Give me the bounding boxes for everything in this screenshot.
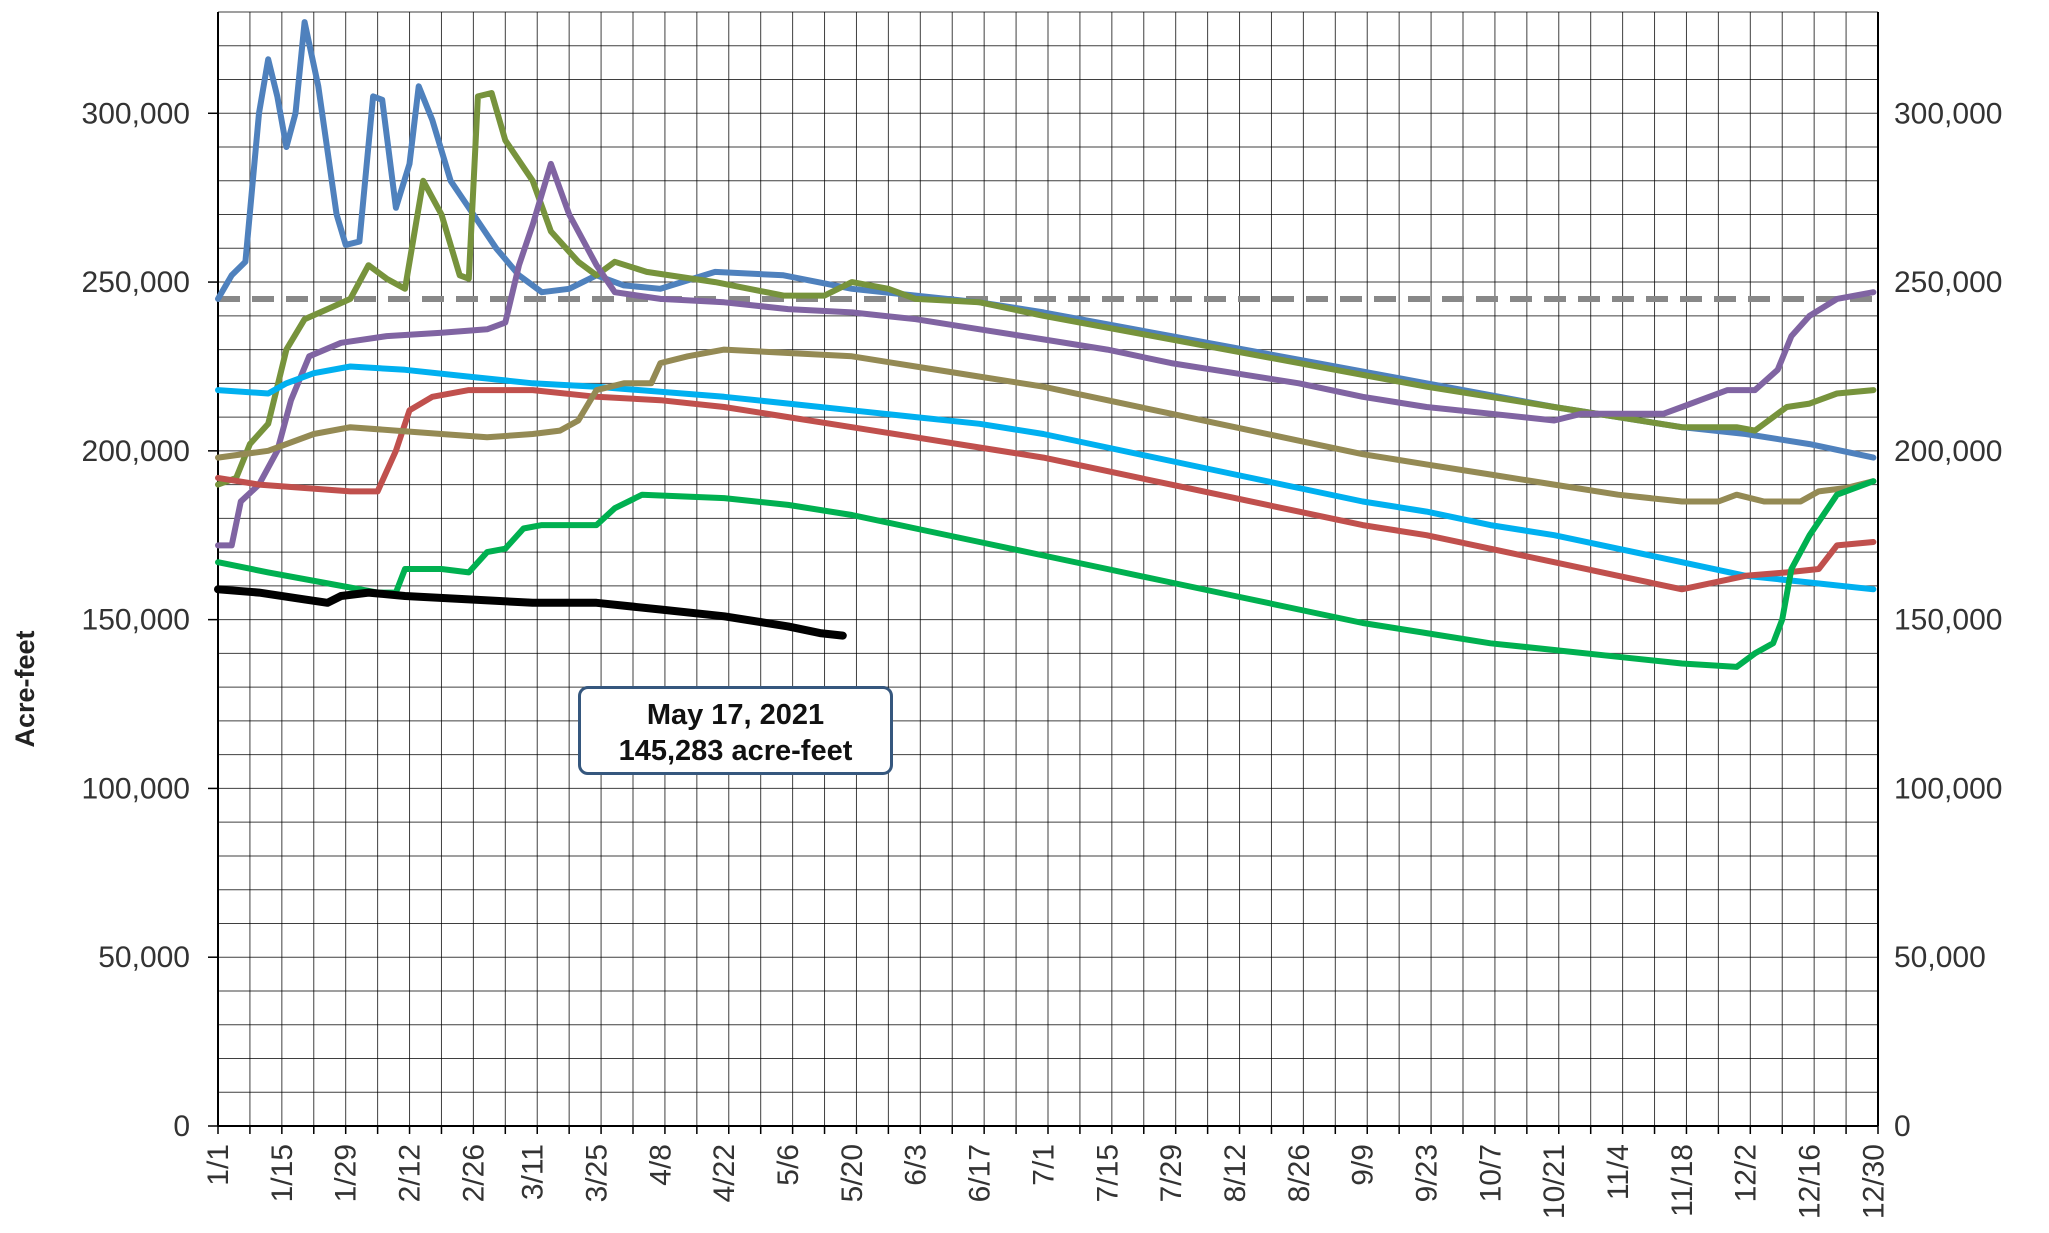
series-line-6 xyxy=(215,346,1877,505)
y-tick-label-left: 200,000 xyxy=(82,435,190,468)
y-tick-label-right: 300,000 xyxy=(1894,97,2002,130)
x-tick-label: 1/15 xyxy=(266,1144,299,1202)
y-tick-label-left: 150,000 xyxy=(82,604,190,637)
x-tick-label: 4/22 xyxy=(708,1144,741,1202)
y-tick-label-right: 50,000 xyxy=(1894,941,1986,974)
y-tick-label-left: 250,000 xyxy=(82,266,190,299)
series-line-2 xyxy=(215,90,1877,488)
x-tick-label: 7/1 xyxy=(1027,1144,1060,1186)
annotation-value: 145,283 acre-feet xyxy=(618,735,853,767)
x-tick-label: 10/7 xyxy=(1474,1144,1507,1202)
x-tick-label: 5/20 xyxy=(836,1144,869,1202)
x-tick-label: 10/21 xyxy=(1538,1144,1571,1219)
x-tick-label: 11/18 xyxy=(1666,1144,1699,1217)
x-tick-label: 11/4 xyxy=(1602,1144,1635,1200)
series-group xyxy=(214,19,1878,670)
x-tick-label: 3/25 xyxy=(581,1144,614,1202)
x-tick-label: 12/30 xyxy=(1857,1144,1890,1219)
series-line-3 xyxy=(215,160,1877,549)
x-tick-label: 5/6 xyxy=(772,1144,805,1186)
y-tick-label-right: 150,000 xyxy=(1894,604,2002,637)
x-tick-label: 12/16 xyxy=(1794,1144,1827,1219)
y-tick-label-left: 50,000 xyxy=(98,941,190,974)
series-line-1 xyxy=(215,19,1877,461)
y-tick-label-left: 300,000 xyxy=(82,97,190,130)
y-tick-label-right: 250,000 xyxy=(1894,266,2002,299)
x-tick-label: 6/17 xyxy=(964,1144,997,1202)
y-tick-label-right: 100,000 xyxy=(1894,772,2002,805)
series-line-4 xyxy=(215,363,1877,593)
grid xyxy=(217,11,1879,1127)
y-tick-label-right: 0 xyxy=(1894,1110,1911,1143)
x-tick-label: 6/3 xyxy=(900,1144,933,1186)
axes xyxy=(208,12,1879,1134)
x-tick-label: 9/23 xyxy=(1411,1144,1444,1202)
x-tick-label: 8/12 xyxy=(1219,1144,1252,1202)
x-tick-labels: 1/1 1/15 1/29 2/12 2/26 3/11 3/25 4/8 4/22 5/6 5/2… xyxy=(202,1144,1890,1219)
annotation-date: May 17, 2021 xyxy=(646,699,825,731)
y-tick-label-left: 100,000 xyxy=(82,772,190,805)
x-tick-label: 9/9 xyxy=(1347,1144,1380,1186)
series-line-7 xyxy=(215,478,1877,670)
x-tick-label: 12/2 xyxy=(1730,1144,1763,1202)
series-line-5 xyxy=(215,387,1877,593)
x-tick-label: 2/26 xyxy=(457,1144,490,1202)
x-tick-label: 3/11 xyxy=(517,1144,550,1200)
y-tick-label-left: 0 xyxy=(173,1110,190,1143)
y-tick-labels: 0 0 50,000 50,000 100,000 100,000 150,000 150,0… xyxy=(82,97,2003,1143)
y-tick-label-right: 200,000 xyxy=(1894,435,2002,468)
x-tick-label: 8/26 xyxy=(1283,1144,1316,1202)
x-tick-label: 1/29 xyxy=(330,1144,363,1202)
x-tick-label: 7/15 xyxy=(1091,1144,1124,1202)
x-tick-label: 7/29 xyxy=(1155,1144,1188,1202)
x-tick-label: 1/1 xyxy=(202,1144,235,1186)
x-tick-label: 4/8 xyxy=(644,1144,677,1186)
annotation-callout: May 17, 2021 145,283 acre-feet xyxy=(578,686,893,775)
y-axis-label: Acre-feet xyxy=(10,630,40,747)
series-line-8 xyxy=(214,585,847,640)
x-tick-label: 2/12 xyxy=(394,1144,427,1202)
